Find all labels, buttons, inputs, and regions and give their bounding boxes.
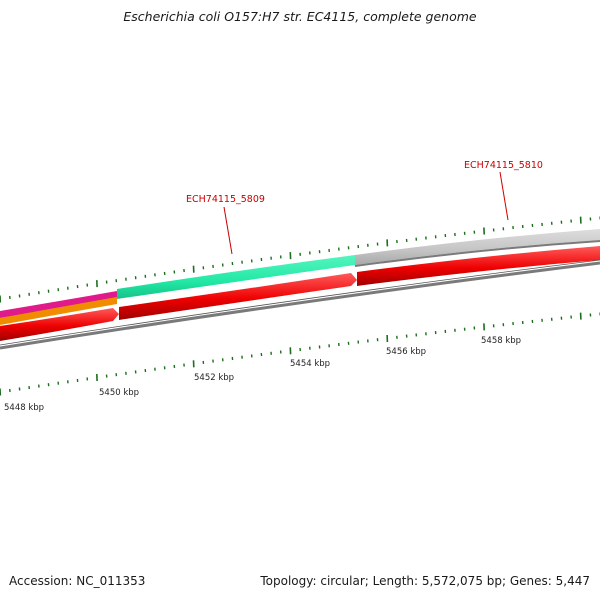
red-gene-arrow-upper-right: [357, 246, 600, 286]
red-gene-arrow-left: [0, 308, 119, 341]
kbp-label-5448: 5448 kbp: [4, 403, 44, 413]
green-feature: [117, 255, 355, 299]
tick-marks-lower: [0, 312, 600, 396]
gene-label-ech74115-5809[interactable]: ECH74115_5809: [186, 194, 265, 205]
backbone-gray-upper: [355, 229, 600, 265]
kbp-label-5458: 5458 kbp: [481, 336, 521, 346]
map-title: Escherichia coli O157:H7 str. EC4115, co…: [123, 9, 477, 24]
kbp-label-5454: 5454 kbp: [290, 359, 330, 369]
kbp-label-5452: 5452 kbp: [194, 373, 234, 383]
red-gene-arrow-middle: [119, 273, 357, 320]
magenta-feature: [0, 291, 117, 318]
tick-marks-upper: [0, 216, 600, 303]
gene-leader-line-5809: [223, 206, 233, 255]
genome-stats-text: Topology: circular; Length: 5,572,075 bp…: [260, 574, 590, 588]
accession-text: Accession: NC_011353: [9, 574, 146, 588]
kbp-label-5456: 5456 kbp: [386, 347, 426, 357]
kbp-label-5450: 5450 kbp: [99, 388, 139, 398]
gene-label-ech74115-5810[interactable]: ECH74115_5810: [464, 160, 543, 171]
backbone-line-lower: [0, 261, 600, 350]
gene-leader-line-5810: [499, 171, 509, 221]
orange-feature: [0, 297, 117, 325]
backbone-line-upper: [354, 240, 600, 267]
backbone-line-lower-dark: [0, 259, 600, 346]
